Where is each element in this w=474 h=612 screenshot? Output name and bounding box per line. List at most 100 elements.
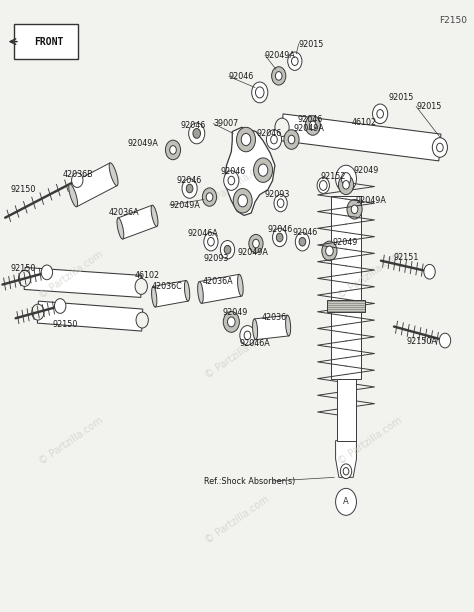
Circle shape [326, 246, 333, 256]
Circle shape [170, 146, 176, 154]
Circle shape [284, 130, 299, 149]
Circle shape [322, 241, 337, 261]
Text: FRONT: FRONT [35, 37, 64, 47]
Circle shape [220, 241, 235, 259]
Text: 39007: 39007 [213, 119, 238, 128]
Circle shape [72, 173, 83, 187]
Text: 92049: 92049 [223, 308, 248, 316]
Polygon shape [153, 280, 188, 307]
Circle shape [186, 184, 193, 193]
Circle shape [228, 176, 235, 185]
Circle shape [338, 175, 354, 195]
Text: 92046: 92046 [297, 116, 322, 124]
Circle shape [272, 67, 286, 85]
Text: 92046: 92046 [180, 121, 205, 130]
Polygon shape [336, 441, 356, 477]
Text: 92046: 92046 [229, 72, 254, 81]
Circle shape [202, 188, 217, 206]
Ellipse shape [184, 280, 190, 301]
Polygon shape [37, 301, 143, 331]
Polygon shape [199, 274, 242, 304]
Polygon shape [118, 205, 157, 239]
Circle shape [277, 199, 284, 207]
Circle shape [182, 179, 197, 198]
Text: 42036C: 42036C [152, 282, 182, 291]
Circle shape [224, 171, 239, 190]
Text: © Partzilla.com: © Partzilla.com [203, 158, 271, 209]
Circle shape [254, 158, 273, 182]
FancyBboxPatch shape [331, 196, 361, 379]
Text: 92150A: 92150A [407, 337, 438, 346]
Circle shape [275, 118, 289, 136]
Circle shape [32, 304, 44, 320]
Text: © Partzilla.com: © Partzilla.com [336, 250, 403, 301]
Polygon shape [255, 315, 289, 340]
Circle shape [136, 312, 148, 328]
Circle shape [223, 312, 239, 332]
Circle shape [249, 234, 263, 253]
Text: 92015: 92015 [416, 102, 442, 111]
Circle shape [432, 138, 447, 157]
Circle shape [55, 299, 66, 313]
Text: 92150: 92150 [10, 185, 36, 194]
Polygon shape [70, 163, 117, 207]
Text: 92046: 92046 [257, 129, 282, 138]
Text: 42036A: 42036A [203, 277, 234, 286]
Circle shape [228, 317, 235, 327]
Text: 92049: 92049 [333, 238, 358, 247]
Circle shape [271, 135, 277, 144]
Text: 42036B: 42036B [63, 170, 94, 179]
Circle shape [336, 165, 356, 192]
Circle shape [273, 228, 287, 247]
Circle shape [135, 278, 147, 294]
Text: 92046: 92046 [177, 176, 202, 185]
Text: F2150: F2150 [439, 16, 467, 25]
Circle shape [317, 177, 329, 193]
Text: 92046: 92046 [268, 225, 293, 234]
Circle shape [424, 264, 435, 279]
Text: 92049A: 92049A [237, 248, 268, 256]
Ellipse shape [253, 319, 257, 340]
Ellipse shape [286, 315, 291, 336]
Circle shape [437, 143, 443, 152]
Text: 92049A: 92049A [294, 124, 325, 133]
Text: © Partzilla.com: © Partzilla.com [37, 415, 105, 466]
Text: 92049A: 92049A [265, 51, 296, 59]
Circle shape [241, 133, 251, 146]
Text: © Partzilla.com: © Partzilla.com [336, 415, 403, 466]
Text: 42036A: 42036A [109, 209, 140, 217]
Ellipse shape [109, 163, 118, 185]
Polygon shape [281, 114, 441, 161]
Text: © Partzilla.com: © Partzilla.com [203, 329, 271, 381]
Text: 92150: 92150 [52, 320, 78, 329]
Circle shape [237, 127, 255, 152]
Circle shape [433, 138, 447, 157]
Text: 92015: 92015 [299, 40, 324, 48]
Circle shape [336, 488, 356, 515]
Text: 92093: 92093 [204, 254, 229, 263]
Polygon shape [225, 127, 275, 215]
Circle shape [266, 130, 282, 149]
Ellipse shape [151, 205, 158, 226]
Circle shape [208, 237, 214, 246]
Text: 92049A: 92049A [170, 201, 201, 209]
Circle shape [292, 57, 298, 65]
Circle shape [276, 233, 283, 242]
Text: 92093: 92093 [264, 190, 290, 199]
Circle shape [240, 326, 255, 345]
Text: © Partzilla.com: © Partzilla.com [203, 494, 271, 546]
Circle shape [310, 121, 316, 130]
Circle shape [274, 195, 287, 212]
Circle shape [244, 331, 251, 340]
Ellipse shape [69, 184, 78, 207]
Text: 92152: 92152 [320, 172, 346, 181]
Text: 92150: 92150 [10, 264, 36, 272]
Circle shape [189, 123, 205, 144]
Circle shape [351, 205, 358, 214]
Circle shape [233, 188, 252, 213]
Circle shape [347, 200, 362, 219]
Circle shape [299, 237, 306, 246]
Text: © Partzilla.com: © Partzilla.com [37, 250, 105, 301]
Text: 92151: 92151 [393, 253, 419, 261]
Circle shape [343, 181, 349, 189]
